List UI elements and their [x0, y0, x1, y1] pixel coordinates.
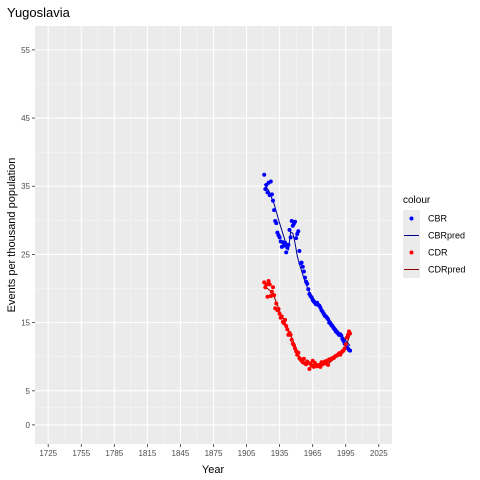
x-tick-label: 1905 [238, 449, 256, 458]
data-point-cbr [305, 282, 309, 286]
legend-label-cdrpred: CDRpred [428, 265, 466, 275]
x-tick-label: 1815 [138, 449, 156, 458]
data-point-cdr [280, 315, 284, 319]
data-point-cdr [302, 357, 306, 361]
legend-marker-cdr [410, 251, 414, 255]
data-point-cdr [348, 332, 352, 336]
data-point-cbr [306, 287, 310, 291]
legend: colour CBR CBRpred CDR CDRpred [403, 195, 466, 278]
data-point-cbr [262, 173, 266, 177]
data-point-cdr [296, 351, 300, 355]
data-point-cdr [268, 282, 272, 286]
data-point-cbr [326, 317, 330, 321]
x-tick-label: 1875 [205, 449, 223, 458]
y-tick-label: 0 [26, 421, 31, 430]
data-point-cdr [271, 285, 275, 289]
data-point-cdr [290, 338, 294, 342]
data-point-cdr [292, 343, 296, 347]
data-point-cbr [263, 187, 267, 191]
data-point-cdr [274, 302, 278, 306]
data-point-cbr [297, 249, 301, 253]
data-point-cdr [266, 295, 270, 299]
y-tick-label: 25 [21, 250, 30, 259]
data-point-cbr [300, 261, 304, 265]
y-axis-title: Events per thousand population [6, 158, 18, 313]
legend-label-cbr: CBR [428, 214, 448, 224]
data-point-cbr [289, 235, 293, 239]
x-tick-label: 1755 [72, 449, 90, 458]
data-point-cdr [343, 347, 347, 351]
data-point-cdr [285, 327, 289, 331]
data-point-cdr [269, 294, 273, 298]
data-point-cdr [267, 279, 271, 283]
data-point-cbr [274, 221, 278, 225]
data-point-cbr [286, 243, 290, 247]
data-point-cbr [301, 265, 305, 269]
data-point-cbr [339, 334, 343, 338]
x-tick-label: 1785 [105, 449, 123, 458]
data-point-cbr [293, 220, 297, 224]
x-tick-label: 1845 [172, 449, 190, 458]
data-point-cdr [284, 324, 288, 328]
legend-label-cbrpred: CBRpred [428, 231, 465, 241]
data-point-cdr [283, 318, 287, 322]
data-point-cbr [269, 180, 273, 184]
chart-title: Yugoslavia [7, 5, 71, 20]
data-point-cbr [303, 276, 307, 280]
data-point-cdr [344, 342, 348, 346]
y-tick-label: 15 [21, 319, 30, 328]
data-point-cdr [277, 307, 281, 311]
legend-title: colour [403, 195, 431, 206]
data-point-cbr [296, 229, 300, 233]
x-tick-label: 1725 [39, 449, 57, 458]
data-point-cbr [288, 228, 292, 232]
y-tick-label: 5 [26, 387, 31, 396]
data-point-cbr [302, 270, 306, 274]
data-point-cdr [289, 333, 293, 337]
y-tick-label: 55 [21, 46, 30, 55]
x-tick-label: 2025 [370, 449, 388, 458]
x-axis-title: Year [202, 464, 225, 476]
data-point-cdr [270, 290, 274, 294]
legend-marker-cbr [410, 217, 414, 221]
data-point-cbr [270, 192, 274, 196]
data-point-cbr [283, 241, 287, 245]
legend-label-cdr: CDR [428, 248, 448, 258]
data-point-cdr [326, 363, 330, 367]
data-point-cbr [278, 235, 282, 239]
data-point-cbr [348, 349, 352, 353]
y-tick-label: 45 [21, 114, 30, 123]
data-point-cbr [272, 208, 276, 212]
x-tick-label: 1965 [304, 449, 322, 458]
data-point-cbr [294, 236, 298, 240]
data-point-cbr [284, 250, 288, 254]
x-tick-label: 1935 [271, 449, 289, 458]
data-point-cbr [271, 199, 275, 203]
x-tick-label: 1995 [337, 449, 355, 458]
data-point-cdr [307, 367, 311, 371]
data-point-cdr [272, 293, 276, 297]
y-tick-label: 35 [21, 182, 30, 191]
